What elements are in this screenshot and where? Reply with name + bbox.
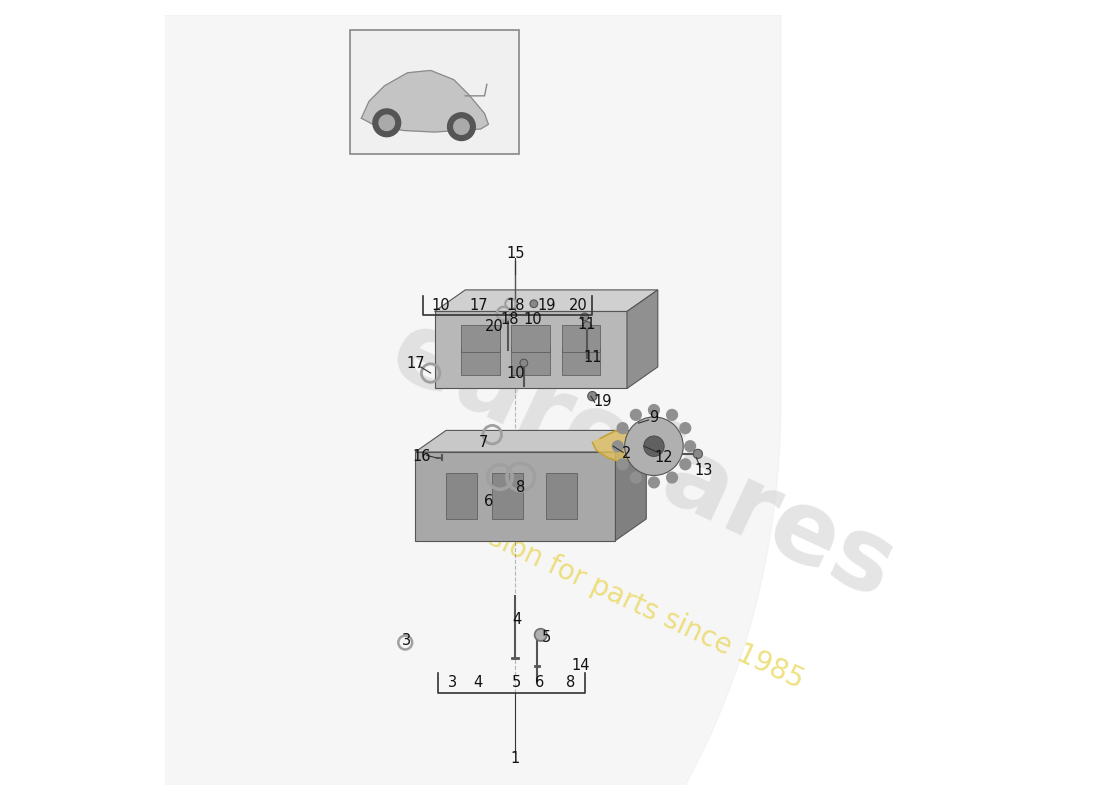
Text: 8: 8	[566, 675, 575, 690]
Text: 11: 11	[584, 350, 603, 365]
Polygon shape	[493, 473, 524, 519]
Circle shape	[530, 300, 538, 307]
Text: 20: 20	[569, 298, 587, 313]
Circle shape	[587, 391, 597, 401]
Polygon shape	[512, 348, 550, 375]
Text: eurofares: eurofares	[375, 302, 910, 621]
Circle shape	[617, 459, 628, 470]
Circle shape	[625, 417, 683, 475]
Text: 10: 10	[506, 366, 525, 381]
Circle shape	[520, 359, 528, 367]
Polygon shape	[416, 430, 647, 452]
Circle shape	[535, 629, 547, 641]
Text: 19: 19	[593, 394, 612, 409]
Polygon shape	[512, 325, 550, 352]
Text: 17: 17	[406, 356, 425, 371]
Circle shape	[649, 405, 659, 415]
Polygon shape	[616, 430, 647, 541]
Circle shape	[630, 472, 641, 483]
Text: 5: 5	[542, 630, 551, 645]
Text: 14: 14	[572, 658, 590, 673]
Text: 9: 9	[649, 410, 659, 426]
Text: 8: 8	[516, 479, 526, 494]
Circle shape	[684, 441, 695, 451]
Circle shape	[583, 322, 591, 329]
Circle shape	[448, 113, 475, 141]
Circle shape	[581, 313, 589, 321]
Circle shape	[667, 410, 678, 420]
Text: a passion for parts since 1985: a passion for parts since 1985	[416, 491, 807, 694]
Circle shape	[680, 422, 691, 434]
Text: 4: 4	[513, 612, 521, 627]
Text: 17: 17	[469, 298, 487, 313]
Polygon shape	[627, 290, 658, 389]
Text: 10: 10	[431, 298, 450, 313]
Text: 6: 6	[536, 675, 544, 690]
Text: 3: 3	[402, 633, 410, 648]
Polygon shape	[462, 348, 499, 375]
Text: 15: 15	[506, 246, 525, 261]
Polygon shape	[546, 473, 578, 519]
Text: 19: 19	[538, 298, 557, 313]
Polygon shape	[561, 325, 601, 352]
Polygon shape	[592, 430, 638, 462]
Circle shape	[613, 441, 623, 451]
Text: 1: 1	[510, 750, 520, 766]
Text: 20: 20	[485, 319, 504, 334]
FancyBboxPatch shape	[350, 30, 519, 154]
Circle shape	[680, 459, 691, 470]
Circle shape	[617, 422, 628, 434]
Text: 3: 3	[449, 675, 458, 690]
Circle shape	[373, 109, 400, 137]
Circle shape	[667, 472, 678, 483]
Circle shape	[630, 410, 641, 420]
Circle shape	[644, 436, 664, 457]
Polygon shape	[361, 70, 488, 132]
Polygon shape	[462, 325, 499, 352]
Polygon shape	[447, 473, 477, 519]
Text: 11: 11	[576, 317, 595, 332]
Text: 4: 4	[473, 675, 482, 690]
Polygon shape	[434, 290, 658, 311]
Text: 2: 2	[623, 446, 631, 462]
Text: 12: 12	[654, 450, 673, 466]
Polygon shape	[416, 452, 616, 541]
Text: 18: 18	[499, 312, 518, 326]
Circle shape	[649, 477, 659, 488]
Circle shape	[379, 115, 395, 130]
Text: 7: 7	[480, 435, 488, 450]
Polygon shape	[561, 348, 601, 375]
Text: 16: 16	[412, 449, 431, 464]
Circle shape	[693, 450, 703, 458]
Polygon shape	[434, 311, 627, 389]
Circle shape	[453, 119, 470, 134]
Text: 5: 5	[512, 675, 520, 690]
Text: 13: 13	[695, 463, 713, 478]
Text: 18: 18	[507, 298, 526, 313]
Text: 10: 10	[522, 312, 541, 326]
Text: 6: 6	[484, 494, 493, 509]
